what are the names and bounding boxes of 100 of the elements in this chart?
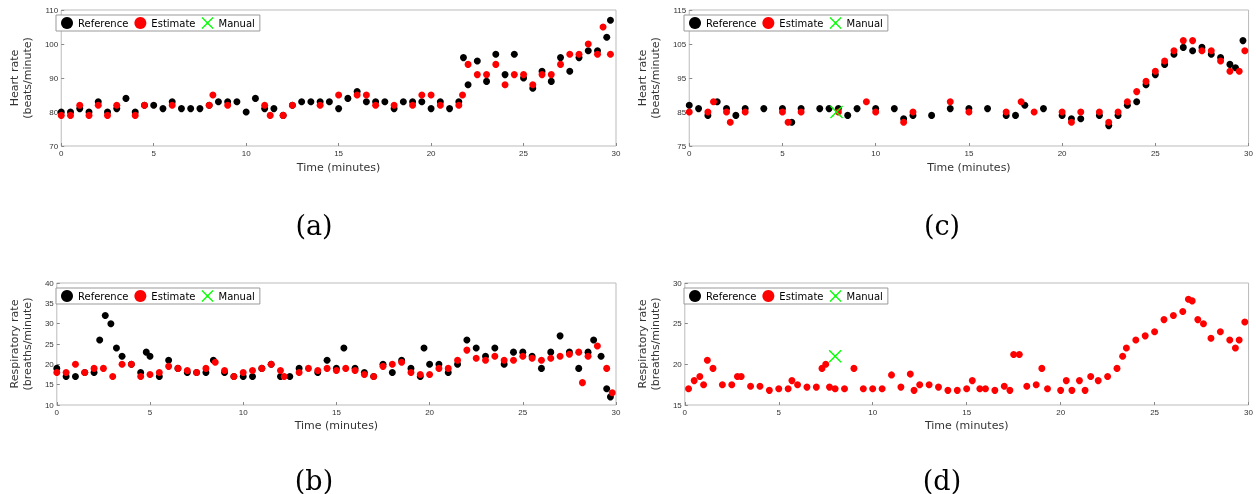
point <box>760 105 768 113</box>
text: (b) <box>294 465 334 494</box>
legend-label: Manual <box>846 290 883 302</box>
y-axis-title: Heart rate (beats/minute) <box>636 37 662 119</box>
point <box>1179 37 1187 45</box>
point <box>566 50 574 58</box>
point <box>946 105 954 113</box>
point <box>1189 47 1197 55</box>
y-tick-label: 20 <box>672 359 683 369</box>
y-tick-label: 25 <box>44 339 55 349</box>
point <box>685 108 693 116</box>
point <box>685 101 693 109</box>
x-tick-label: 10 <box>238 407 249 417</box>
point <box>1142 77 1150 85</box>
point <box>844 111 852 119</box>
x-tick-label: 30 <box>611 407 621 417</box>
y-tick-label: 85 <box>677 107 687 117</box>
point <box>862 98 870 106</box>
legend-label: Estimate <box>779 17 824 29</box>
point <box>1151 67 1159 75</box>
x-tick-label: 30 <box>1244 148 1254 158</box>
legend-label: Manual <box>218 290 255 302</box>
point <box>784 118 792 126</box>
x-tick-label: 10 <box>868 407 878 417</box>
point <box>501 81 509 89</box>
x-tick-label: 5 <box>780 148 786 158</box>
y-axis-title: Respiratory rate (breaths/minute) <box>8 297 34 391</box>
y-tick-label: 20 <box>44 359 55 369</box>
point <box>1105 118 1113 126</box>
point <box>1241 47 1249 55</box>
point <box>464 60 472 68</box>
x-tick-label: 5 <box>776 407 782 417</box>
y-tick-label: 80 <box>49 107 59 117</box>
point <box>76 101 84 109</box>
y-tick-label: 10 <box>44 400 55 410</box>
legend-label: Reference <box>78 17 129 29</box>
point <box>1039 105 1047 113</box>
x-tick-label: 20 <box>1057 148 1068 158</box>
point <box>575 50 583 58</box>
x-tick-label: 0 <box>59 148 65 158</box>
point <box>113 101 121 109</box>
text: (c) <box>923 210 961 241</box>
y-tick-label: 15 <box>44 380 55 390</box>
point <box>335 91 343 99</box>
text: (a) <box>295 210 333 241</box>
x-tick-label: 20 <box>426 148 437 158</box>
point <box>1133 88 1141 96</box>
point <box>1226 60 1234 68</box>
y-tick-label: 75 <box>677 141 687 151</box>
legend-label: Estimate <box>779 290 824 302</box>
x-tick-label: 15 <box>334 148 344 158</box>
legend-label: Manual <box>218 17 255 29</box>
x-tick-label: 30 <box>611 148 621 158</box>
x-tick-label: 10 <box>871 148 881 158</box>
x-tick-label: 20 <box>425 407 435 417</box>
point <box>473 71 481 79</box>
x-tick-label: 0 <box>682 407 688 417</box>
x-axis-title: Time (minutes) <box>923 419 1009 432</box>
y-tick-label: 35 <box>44 298 55 308</box>
point <box>1133 98 1141 106</box>
y-tick-label: 105 <box>672 39 687 49</box>
point <box>928 111 936 119</box>
point <box>853 105 861 113</box>
x-tick-label: 30 <box>1244 407 1254 417</box>
x-tick-label: 25 <box>1150 407 1160 417</box>
point <box>1226 67 1234 75</box>
x-tick-label: 10 <box>241 148 252 158</box>
point <box>709 98 717 106</box>
point <box>1077 108 1085 116</box>
legend-label: Manual <box>846 17 883 29</box>
legend-label: Reference <box>706 290 757 302</box>
point <box>1179 43 1187 51</box>
legend-label: Estimate <box>151 290 196 302</box>
point <box>830 105 844 119</box>
legend-label: Reference <box>706 17 757 29</box>
point <box>1077 115 1085 123</box>
point <box>1189 37 1197 45</box>
x-axis-title: Time (minutes) <box>295 160 381 174</box>
y-tick-label: 40 <box>44 278 55 288</box>
y-tick-label: 115 <box>673 5 687 15</box>
y-tick-label: 95 <box>677 73 687 83</box>
point <box>483 71 491 79</box>
point <box>732 111 740 119</box>
x-tick-label: 15 <box>962 407 972 417</box>
legend-label: Estimate <box>151 17 196 29</box>
point <box>261 101 269 109</box>
point <box>890 105 898 113</box>
point <box>1198 47 1206 55</box>
point <box>1235 67 1243 75</box>
point <box>538 71 546 79</box>
point <box>1012 111 1020 119</box>
point <box>459 91 467 99</box>
x-tick-label: 5 <box>147 407 153 417</box>
x-axis-title: Time (minutes) <box>926 160 1011 174</box>
y-axis-title: Respiratory rate (breaths/minute) <box>636 297 662 391</box>
y-tick-label: 15 <box>672 400 683 410</box>
y-axis-title: Heart rate (beats/minute) <box>8 37 34 119</box>
y-tick-label: 30 <box>44 319 55 329</box>
point <box>266 111 274 119</box>
x-tick-label: 0 <box>687 148 693 158</box>
